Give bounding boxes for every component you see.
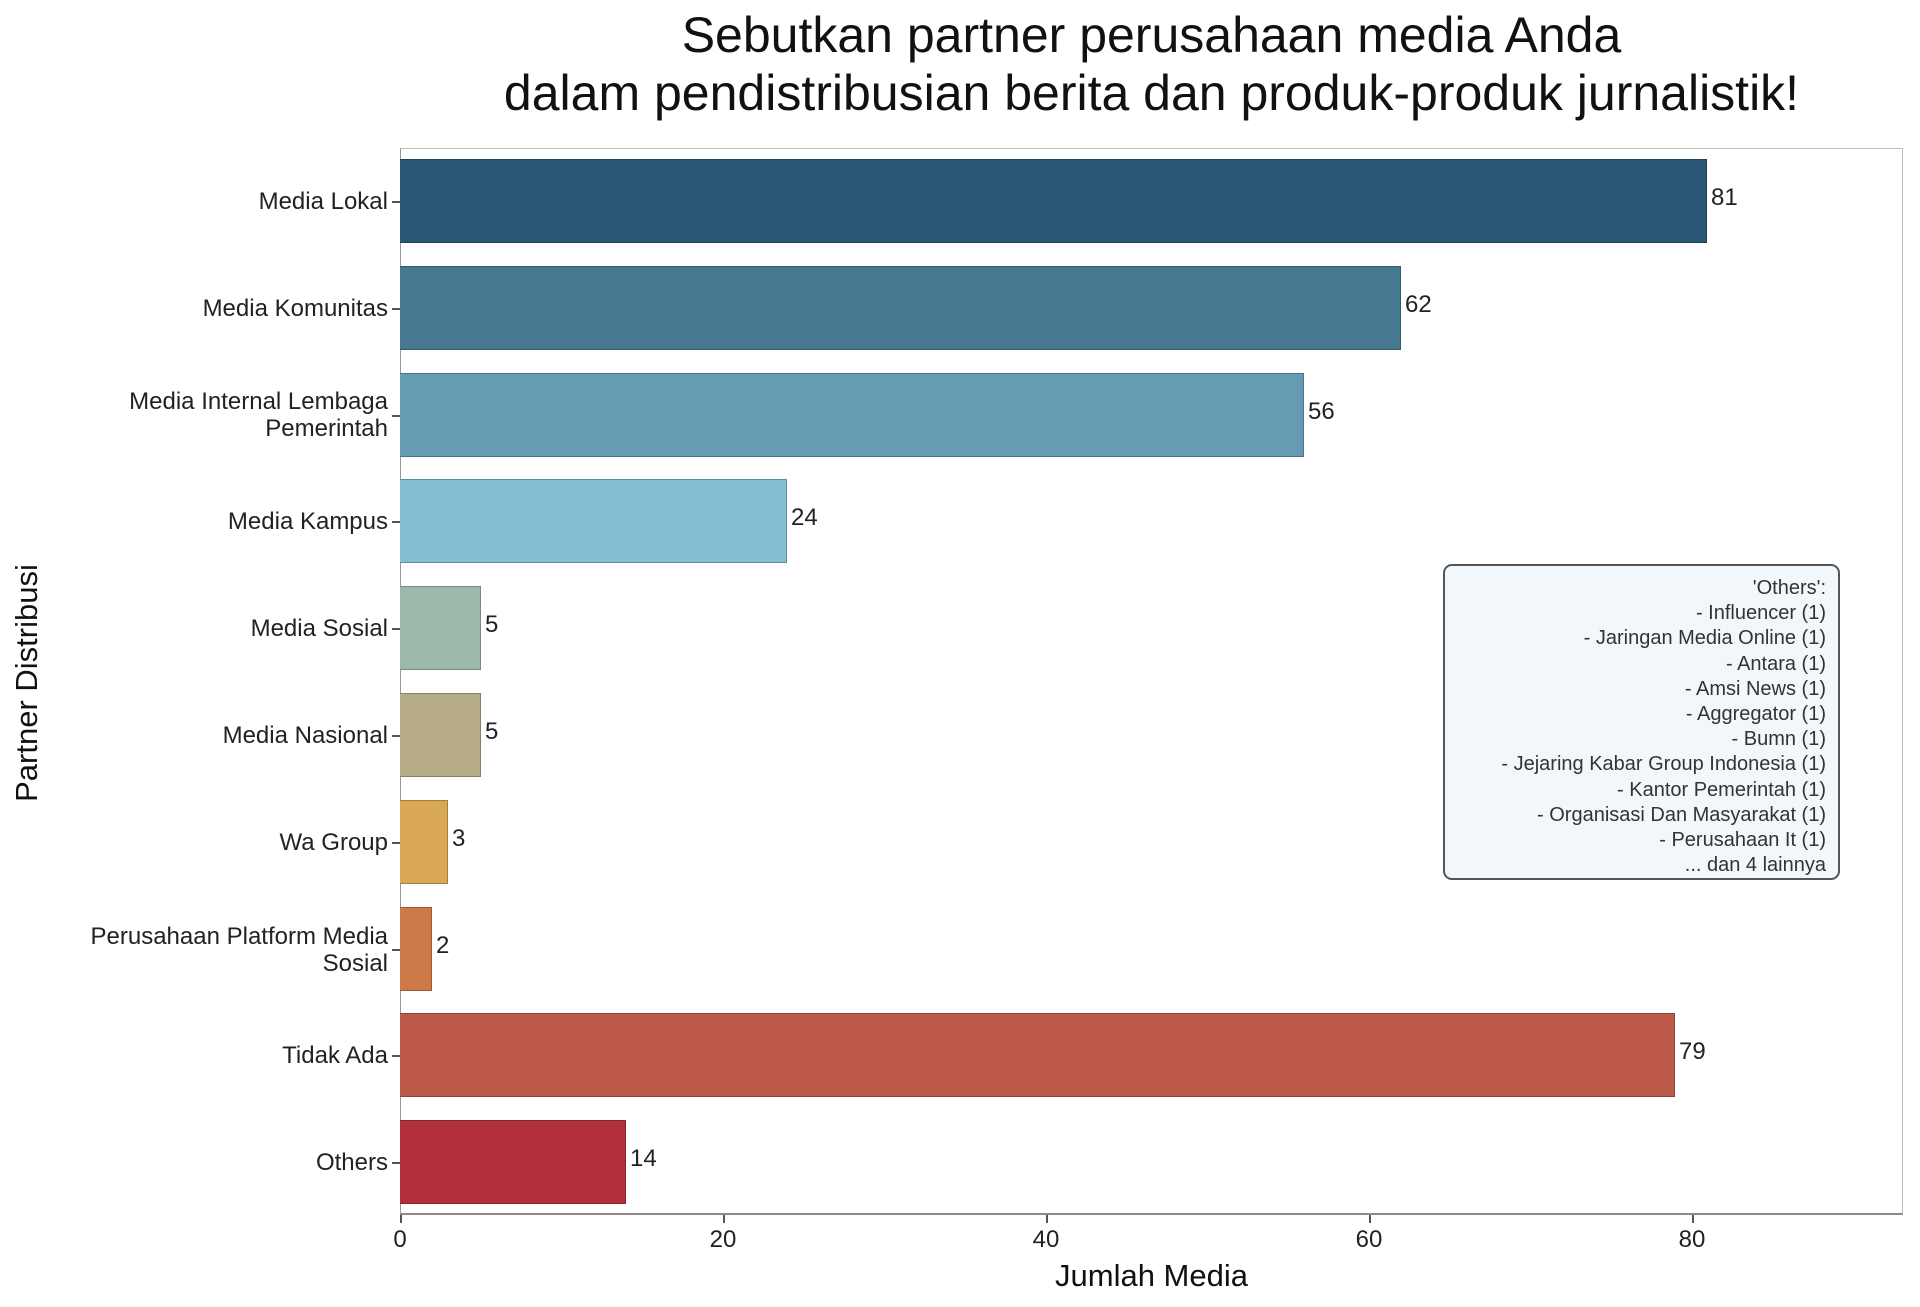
chart-title-line1: Sebutkan partner perusahaan media Anda [681, 7, 1622, 63]
y-tick-label: Tidak Ada [282, 1042, 388, 1069]
value-label: 81 [1711, 184, 1738, 211]
y-tick-label: Others [315, 1149, 388, 1176]
x-tick [1692, 1215, 1694, 1223]
bar-media-lokal [400, 159, 1707, 243]
x-tick-label: 0 [393, 1226, 407, 1253]
bar-media-sosial [400, 586, 481, 670]
value-label: 5 [485, 611, 499, 638]
chart-title: Sebutkan partner perusahaan media Anda d… [400, 6, 1903, 122]
y-tick-label: Media Kampus [227, 508, 388, 535]
y-tick-label: Media Sosial [250, 615, 388, 642]
value-label: 5 [485, 718, 499, 745]
x-tick-label: 80 [1678, 1226, 1706, 1253]
bar-media-nasional [400, 693, 481, 777]
bar-tidak-ada [400, 1013, 1675, 1097]
x-tick-label: 40 [1032, 1226, 1060, 1253]
value-label: 79 [1679, 1038, 1706, 1065]
y-tick-label: Perusahaan Platform Media Sosial [91, 923, 389, 977]
y-tick-label-line2: Sosial [322, 950, 388, 977]
annotation-item: - Organisasi Dan Masyarakat (1) [1537, 803, 1826, 826]
x-axis-title: Jumlah Media [1055, 1258, 1248, 1293]
x-tick-label: 60 [1355, 1226, 1383, 1253]
x-tick [723, 1215, 725, 1223]
value-label: 2 [436, 932, 450, 959]
annotation-footer: ... dan 4 lainnya [1684, 854, 1826, 877]
y-tick [392, 735, 400, 737]
value-label: 14 [630, 1145, 657, 1172]
annotation-item: - Amsi News (1) [1684, 677, 1826, 700]
y-tick [392, 415, 400, 417]
y-tick-label-line2: Pemerintah [265, 415, 388, 442]
y-tick-label: Wa Group [279, 829, 388, 856]
y-tick [392, 949, 400, 951]
y-tick-label-line1: Media Internal Lembaga [129, 388, 388, 415]
value-label: 62 [1405, 291, 1432, 318]
annotation-header: 'Others': [1752, 577, 1826, 599]
value-label: 3 [452, 825, 466, 852]
annotation-item: - Influencer (1) [1695, 602, 1826, 625]
bar-media-kampus [400, 479, 787, 563]
chart-title-line2: dalam pendistribusian berita dan produk-… [503, 65, 1800, 121]
y-tick-label: Media Internal Lembaga Pemerintah [129, 388, 388, 442]
x-tick-label: 20 [709, 1226, 737, 1253]
x-tick [1369, 1215, 1371, 1223]
annotation-item: - Perusahaan It (1) [1659, 829, 1826, 852]
y-tick [392, 308, 400, 310]
y-tick-label-line1: Perusahaan Platform Media [90, 923, 389, 950]
y-axis-title: Partner Distribusi [9, 564, 44, 802]
annotation-item: - Kantor Pemerintah (1) [1617, 778, 1826, 801]
y-tick [392, 521, 400, 523]
others-annotation-box: 'Others': - Influencer (1) - Jaringan Me… [1443, 564, 1840, 880]
bar-perusahaan-platform-media-sosial [400, 907, 432, 991]
value-label: 56 [1308, 398, 1335, 425]
value-label: 24 [791, 504, 818, 531]
y-tick [392, 842, 400, 844]
y-tick [392, 1055, 400, 1057]
y-tick [392, 1162, 400, 1164]
y-tick [392, 201, 400, 203]
bar-media-komunitas [400, 266, 1401, 350]
y-tick-label: Media Lokal [258, 188, 388, 215]
annotation-item: - Bumn (1) [1731, 728, 1826, 751]
annotation-item: - Jaringan Media Online (1) [1583, 627, 1826, 650]
x-tick [1046, 1215, 1048, 1223]
y-tick-label: Media Komunitas [202, 295, 388, 322]
bar-others [400, 1120, 626, 1204]
y-tick [392, 628, 400, 630]
x-tick [400, 1215, 402, 1223]
annotation-item: - Jejaring Kabar Group Indonesia (1) [1501, 753, 1826, 776]
annotation-item: - Aggregator (1) [1685, 703, 1826, 726]
annotation-item: - Antara (1) [1725, 652, 1826, 675]
plot-area [400, 148, 1903, 1215]
bar-media-internal-lembaga-pemerintah [400, 373, 1304, 457]
bar-wa-group [400, 800, 448, 884]
y-tick-label: Media Nasional [222, 722, 388, 749]
